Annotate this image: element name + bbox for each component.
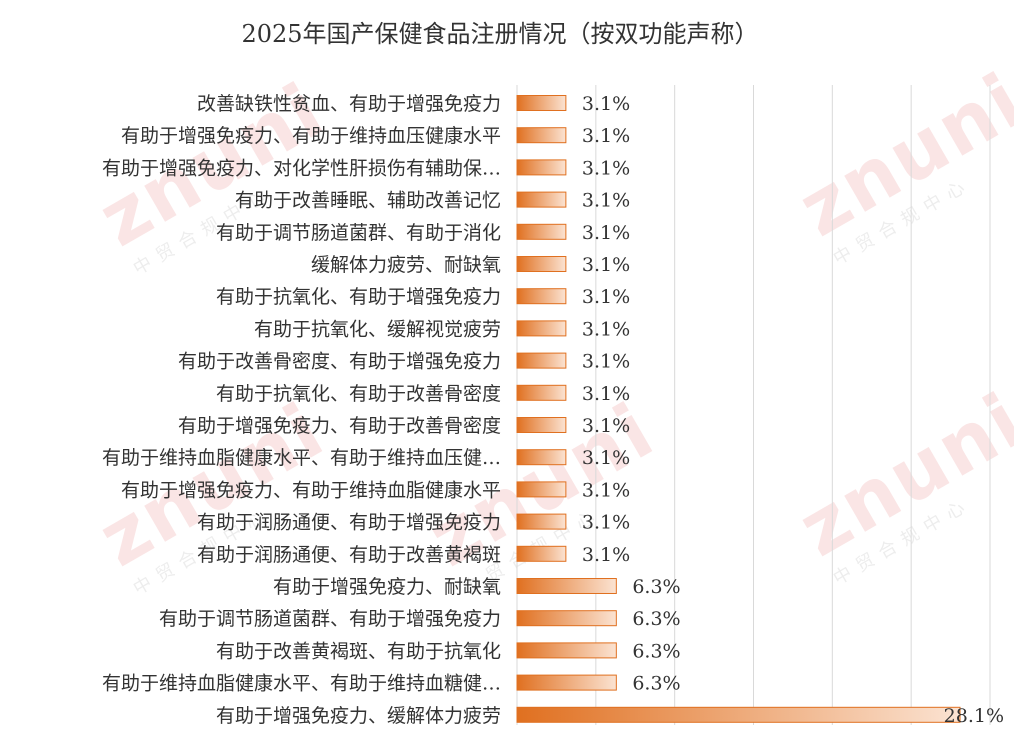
bar	[516, 513, 567, 530]
category-label: 有助于增强免疫力、有助于维持血压健康水平	[121, 125, 501, 147]
bar	[516, 127, 567, 144]
category-label: 有助于调节肠道菌群、有助于增强免疫力	[159, 608, 501, 630]
bar	[516, 320, 567, 337]
data-label: 3.1%	[582, 254, 630, 276]
bar	[516, 545, 567, 562]
bar	[516, 481, 567, 498]
category-label: 改善缺铁性贫血、有助于增强免疫力	[197, 93, 501, 115]
bar	[516, 642, 617, 659]
data-label: 3.1%	[582, 222, 630, 244]
category-label: 有助于抗氧化、有助于改善骨密度	[216, 383, 501, 405]
category-labels: 改善缺铁性贫血、有助于增强免疫力有助于增强免疫力、有助于维持血压健康水平有助于增…	[102, 93, 501, 727]
data-labels: 3.1% 3.1% 3.1% 3.1% 3.1% 3.1% 3.1% 3.1% 3.1% 3.1%…	[582, 93, 1004, 727]
chart-title: 2025年国产保健食品注册情况（按双功能声称）	[241, 20, 758, 48]
category-label: 有助于润肠通便、有助于增强免疫力	[197, 512, 501, 534]
bars	[516, 95, 961, 723]
category-label: 有助于增强免疫力、对化学性肝损伤有辅助保…	[102, 157, 501, 179]
data-label: 6.3%	[632, 673, 680, 695]
category-label: 有助于维持血脂健康水平、有助于维持血压健…	[102, 447, 501, 469]
data-label: 3.1%	[582, 447, 630, 469]
data-label: 3.1%	[582, 157, 630, 179]
data-label: 28.1%	[944, 705, 1004, 727]
data-label: 3.1%	[582, 479, 630, 501]
data-label: 3.1%	[582, 383, 630, 405]
bar	[516, 288, 567, 305]
bar	[516, 159, 567, 176]
bar	[516, 706, 961, 723]
bar	[516, 223, 567, 240]
data-label: 3.1%	[582, 351, 630, 373]
bar	[516, 384, 567, 401]
data-label: 3.1%	[582, 544, 630, 566]
data-label: 3.1%	[582, 125, 630, 147]
category-label: 有助于改善骨密度、有助于增强免疫力	[178, 351, 501, 373]
data-label: 6.3%	[632, 640, 680, 662]
data-label: 6.3%	[632, 576, 680, 598]
category-label: 有助于润肠通便、有助于改善黄褐斑	[197, 544, 501, 566]
data-label: 3.1%	[582, 286, 630, 308]
category-label: 有助于增强免疫力、缓解体力疲劳	[216, 705, 501, 727]
category-label: 缓解体力疲劳、耐缺氧	[311, 254, 501, 276]
bar	[516, 352, 567, 369]
category-label: 有助于增强免疫力、有助于改善骨密度	[178, 415, 501, 437]
gridlines	[516, 85, 991, 725]
category-label: 有助于增强免疫力、有助于维持血脂健康水平	[121, 479, 501, 501]
category-label: 有助于维持血脂健康水平、有助于维持血糖健…	[102, 673, 501, 695]
data-label: 3.1%	[582, 512, 630, 534]
data-label: 3.1%	[582, 415, 630, 437]
bar	[516, 95, 567, 111]
category-label: 有助于改善黄褐斑、有助于抗氧化	[216, 640, 501, 662]
data-label: 3.1%	[582, 93, 630, 115]
bar	[516, 417, 567, 433]
bar	[516, 610, 617, 627]
bar	[516, 578, 617, 594]
category-label: 有助于调节肠道菌群、有助于消化	[216, 222, 501, 244]
bar	[516, 674, 617, 691]
category-label: 有助于抗氧化、缓解视觉疲劳	[254, 318, 501, 340]
bar	[516, 191, 567, 208]
bar	[516, 256, 567, 272]
category-label: 有助于改善睡眠、辅助改善记忆	[235, 190, 501, 212]
bar	[516, 449, 567, 466]
data-label: 3.1%	[582, 190, 630, 212]
data-label: 6.3%	[632, 608, 680, 630]
category-label: 有助于增强免疫力、耐缺氧	[273, 576, 501, 598]
data-label: 3.1%	[582, 318, 630, 340]
category-label: 有助于抗氧化、有助于增强免疫力	[216, 286, 501, 308]
